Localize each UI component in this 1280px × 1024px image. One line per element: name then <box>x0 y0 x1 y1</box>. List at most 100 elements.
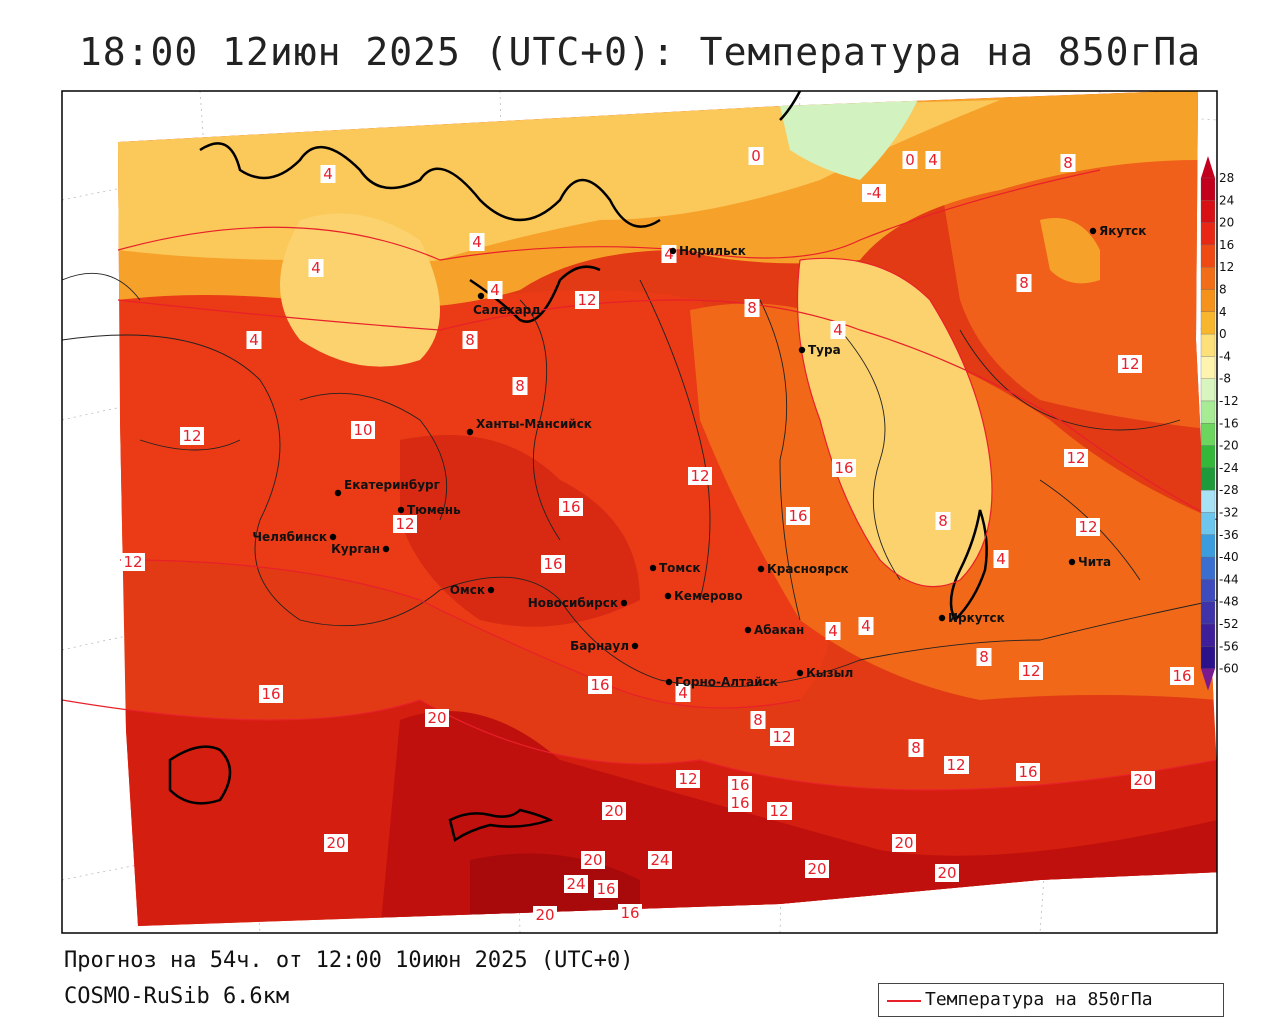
scale-tick-label: 20 <box>1219 216 1234 230</box>
contour-label-box <box>559 498 583 516</box>
city-label: Иркутск <box>948 611 1005 625</box>
contour-label-text: 8 <box>465 331 475 349</box>
contour-label-box <box>767 802 791 820</box>
contour-label-box <box>676 770 700 788</box>
contour-label-text: 12 <box>577 291 596 309</box>
city-label: Омск <box>450 583 485 597</box>
map-title: 18:00 12июн 2025 (UTC+0): Температура на… <box>78 30 1202 74</box>
contour-label-text: 16 <box>834 459 853 477</box>
scale-tick-label: -20 <box>1219 439 1239 453</box>
contour-label: -4 <box>862 184 886 202</box>
contour-label-text: 16 <box>590 676 609 694</box>
contour-label-text: 24 <box>566 875 585 893</box>
contour-label-box <box>688 467 712 485</box>
contour-label-box <box>533 906 557 924</box>
contour-label: 8 <box>512 377 528 395</box>
contour-label-box <box>830 321 846 339</box>
contour-label-text: 20 <box>427 709 446 727</box>
contour-label-box <box>786 507 810 525</box>
contour-label: 0 <box>902 151 918 169</box>
city-label: Горно-Алтайск <box>675 675 778 689</box>
scale-swatch <box>1200 177 1216 201</box>
contour-label-text: 4 <box>833 321 843 339</box>
contour-label-box <box>393 515 417 533</box>
city-markers: Якутск Норильск Салехард Тура Ханты-Мансийск… <box>252 224 1146 689</box>
scale-tick-label: -36 <box>1219 528 1239 542</box>
contour-label-box <box>425 709 449 727</box>
contour-label: 8 <box>462 331 478 349</box>
contour-label-text: 20 <box>604 802 623 820</box>
contour-label: 4 <box>246 331 262 349</box>
scale-tick-label: 16 <box>1219 238 1234 252</box>
contour-label-text: 12 <box>1078 518 1097 536</box>
contour-label-text: 4 <box>490 281 500 299</box>
contour-label-box <box>320 165 336 183</box>
city: Курган <box>331 542 390 556</box>
city: Омск <box>450 583 495 597</box>
contour-label-text: 0 <box>905 151 915 169</box>
contour-label: 16 <box>728 794 752 812</box>
scale-swatch <box>1200 244 1216 268</box>
scale-tick-label: -44 <box>1219 572 1239 586</box>
contour-label-text: 16 <box>596 880 615 898</box>
contour-label: 4 <box>825 622 841 640</box>
city-dot <box>649 564 657 572</box>
contour-label: 20 <box>935 864 959 882</box>
contour-label: 12 <box>121 553 145 571</box>
contour-label: 20 <box>324 834 348 852</box>
city-label: Ханты-Мансийск <box>476 417 592 431</box>
scale-tick-label: -48 <box>1219 595 1239 609</box>
contour-label-box <box>892 834 916 852</box>
contour-label: 8 <box>935 512 951 530</box>
city-dot <box>477 292 485 300</box>
contour-label: 4 <box>308 259 324 277</box>
contour-label: 4 <box>469 233 485 251</box>
contour-label-box <box>675 684 691 702</box>
contour-label-box <box>180 427 204 445</box>
contour-label-box <box>825 622 841 640</box>
contour-label: 20 <box>602 802 626 820</box>
scale-swatch <box>1200 445 1216 469</box>
scale-tick-label: -52 <box>1219 617 1239 631</box>
contour-label-box <box>541 555 565 573</box>
contour-label-box <box>862 184 886 202</box>
model-info: COSMO-RuSib 6.6км <box>64 984 290 1009</box>
contour-label-box <box>588 676 612 694</box>
contour-label-box <box>324 834 348 852</box>
contour-label: 0 <box>748 147 764 165</box>
contour-label-text: 16 <box>261 685 280 703</box>
scale-tick-label: -56 <box>1219 639 1239 653</box>
contour-label-text: 4 <box>828 622 838 640</box>
contour-label-text: 12 <box>690 467 709 485</box>
temperature-field <box>118 91 1217 926</box>
scale-tick-label: 28 <box>1219 171 1234 185</box>
scale-swatch <box>1200 490 1216 513</box>
contour-label-text: 16 <box>788 507 807 525</box>
contour-label-text: 10 <box>353 421 372 439</box>
contour-label-box <box>993 550 1009 568</box>
scale-tick-label: 4 <box>1219 305 1227 319</box>
city-label: Барнаул <box>570 639 629 653</box>
contour-label-box <box>902 151 918 169</box>
contour-label: 12 <box>688 467 712 485</box>
legend-box: Температура на 850гПа <box>878 983 1224 1017</box>
city: Новосибирск <box>528 596 628 610</box>
contour-label-box <box>575 291 599 309</box>
contour-label-box <box>581 851 605 869</box>
contour-label: 20 <box>1131 771 1155 789</box>
contour-label-text: 8 <box>747 299 757 317</box>
contour-label-text: 12 <box>123 553 142 571</box>
contour-label: 8 <box>908 739 924 757</box>
contour-label-text: 12 <box>182 427 201 445</box>
contour-label-box <box>744 299 760 317</box>
contour-label-box <box>1016 763 1040 781</box>
contour-label-box <box>770 728 794 746</box>
contour-label-text: 16 <box>1172 667 1191 685</box>
city: Томск <box>649 561 701 575</box>
city: Горно-Алтайск <box>665 675 778 689</box>
contour-label-box <box>925 151 941 169</box>
city-dot <box>669 247 677 255</box>
contour-label-text: 8 <box>1019 274 1029 292</box>
contour-label: 16 <box>541 555 565 573</box>
contour-label-box <box>308 259 324 277</box>
